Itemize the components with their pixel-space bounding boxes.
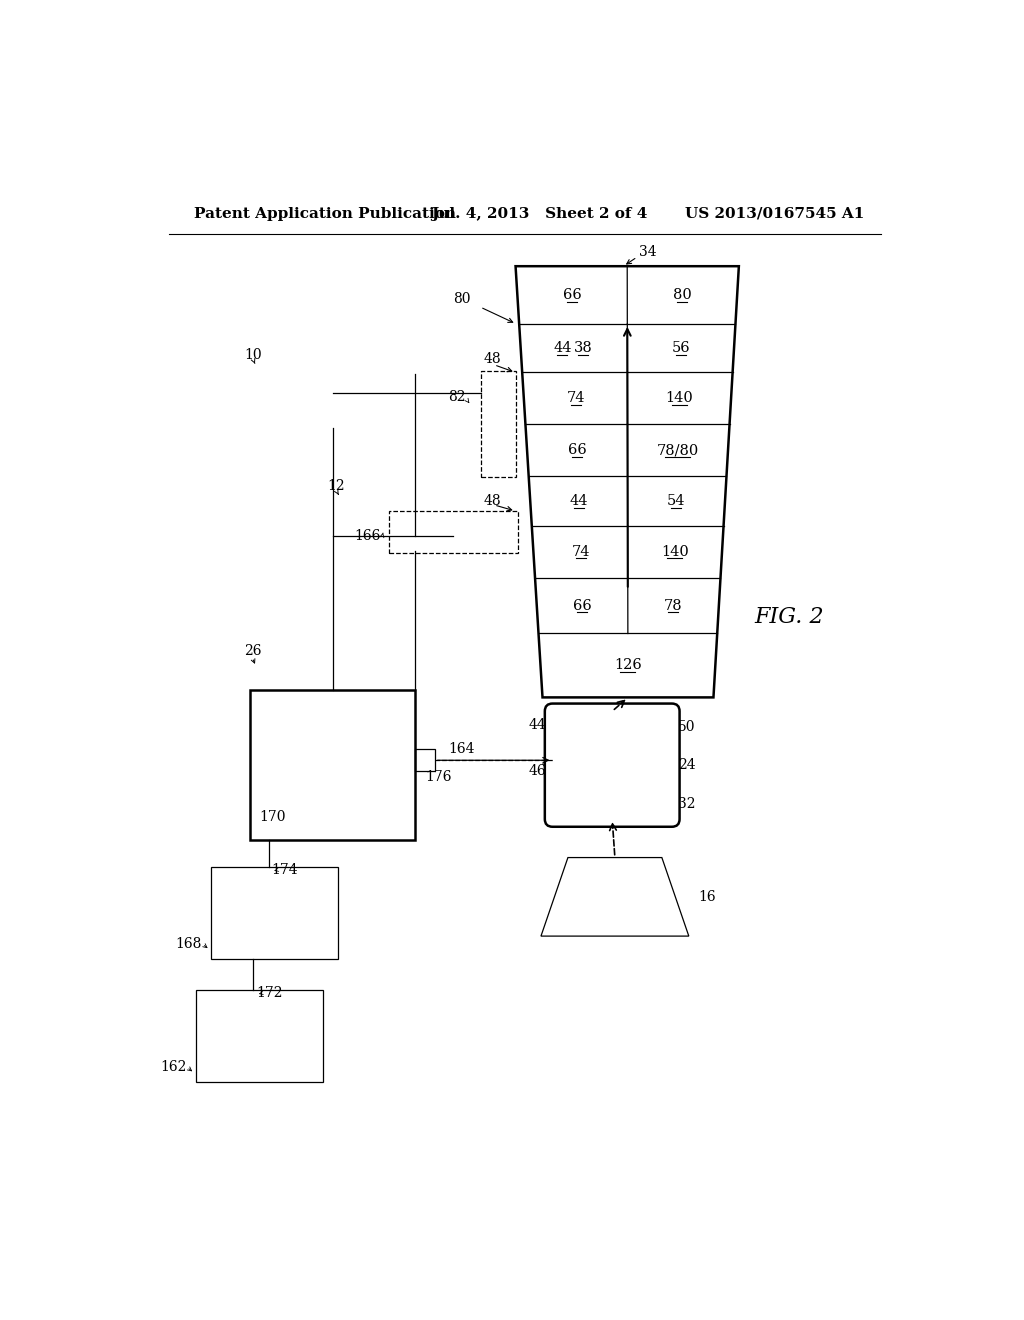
Text: 48: 48 (483, 494, 502, 508)
Bar (250, 689, 416, 840)
Text: 46: 46 (528, 763, 547, 777)
Text: 164: 164 (449, 742, 475, 756)
Text: US 2013/0167545 A1: US 2013/0167545 A1 (685, 207, 864, 220)
Text: FIG. 2: FIG. 2 (754, 606, 823, 627)
Bar (196, 990, 323, 1082)
Text: 74: 74 (566, 391, 585, 405)
Text: 56: 56 (672, 341, 690, 355)
Text: 10: 10 (245, 347, 262, 362)
Text: 48: 48 (483, 351, 502, 366)
Text: 32: 32 (678, 797, 695, 810)
Text: 174: 174 (271, 863, 298, 876)
Bar (211, 867, 339, 960)
Text: 162: 162 (161, 1060, 186, 1074)
Text: 166: 166 (354, 529, 381, 543)
Text: 140: 140 (662, 545, 689, 558)
Text: 140: 140 (666, 391, 693, 405)
Text: 66: 66 (572, 599, 592, 612)
Text: 12: 12 (327, 479, 344, 492)
Text: 16: 16 (698, 890, 716, 904)
Text: 80: 80 (673, 288, 691, 302)
Text: 82: 82 (449, 391, 466, 404)
Text: 78: 78 (664, 599, 683, 612)
Text: 168: 168 (176, 937, 202, 950)
Text: 78/80: 78/80 (656, 444, 699, 457)
Text: 24: 24 (678, 758, 695, 772)
Bar (416, 750, 435, 771)
Bar (481, 371, 516, 478)
Text: 44: 44 (553, 341, 571, 355)
Text: Jul. 4, 2013   Sheet 2 of 4: Jul. 4, 2013 Sheet 2 of 4 (431, 207, 647, 220)
Text: 34: 34 (639, 246, 656, 259)
Text: 66: 66 (568, 444, 587, 457)
Text: Patent Application Publication: Patent Application Publication (194, 207, 456, 220)
Bar (388, 511, 518, 553)
Text: 44: 44 (569, 494, 588, 508)
Text: 38: 38 (573, 341, 593, 355)
Text: 80: 80 (454, 292, 471, 305)
Text: 50: 50 (678, 719, 695, 734)
Text: 176: 176 (425, 770, 452, 784)
Text: 74: 74 (571, 545, 590, 558)
Text: 26: 26 (245, 644, 262, 659)
Text: 66: 66 (563, 288, 582, 302)
Text: 44: 44 (528, 718, 547, 733)
Text: 170: 170 (259, 809, 286, 824)
Text: 172: 172 (256, 986, 283, 1001)
Text: 54: 54 (667, 494, 686, 508)
Text: 126: 126 (614, 659, 642, 672)
